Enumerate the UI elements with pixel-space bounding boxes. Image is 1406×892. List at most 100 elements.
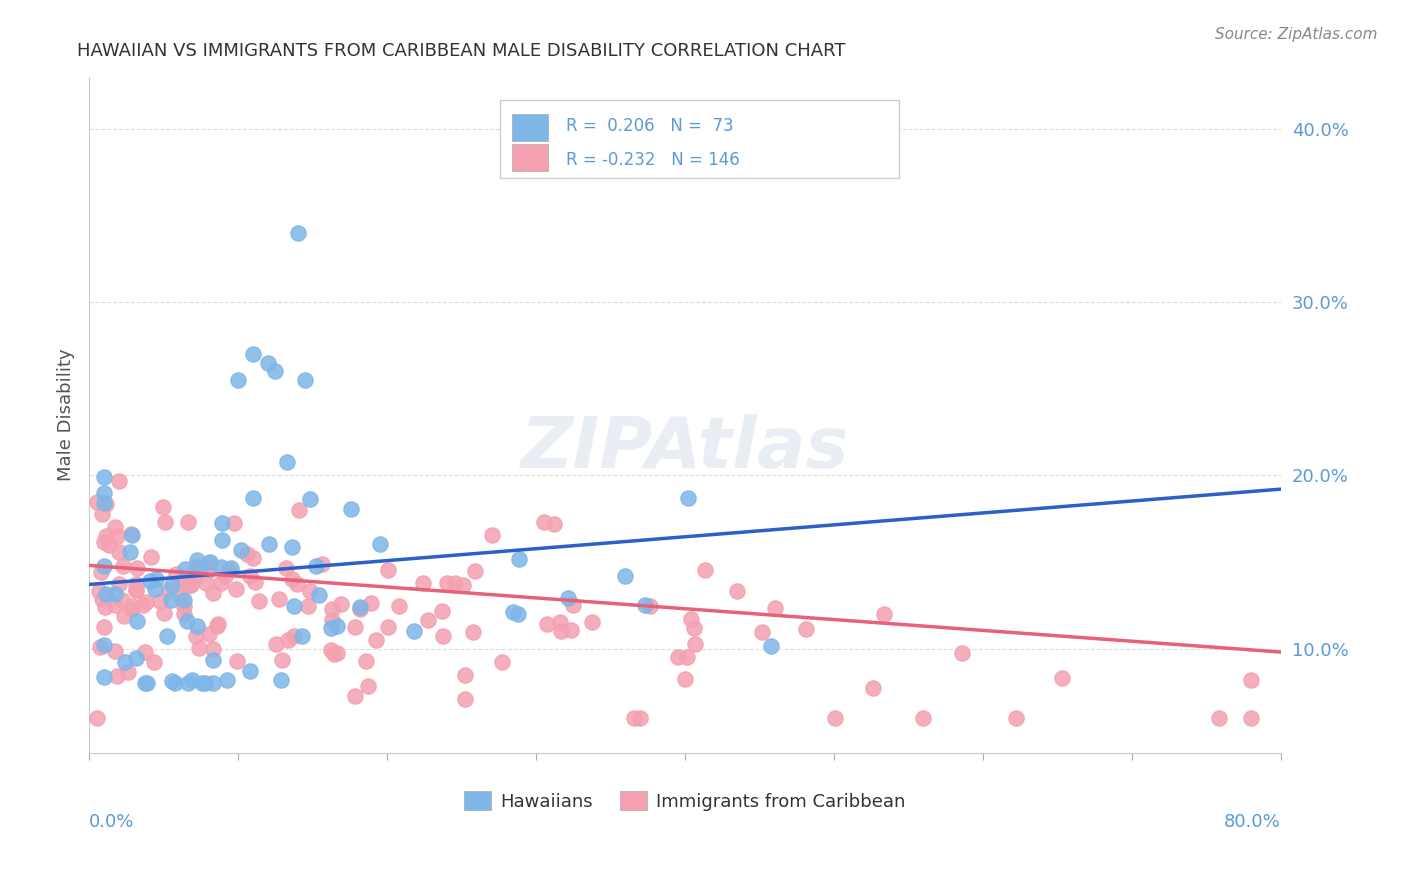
Immigrants from Caribbean [1004,711,1026,725]
Immigrants from Caribbean [543,517,565,532]
Hawaiians [145,572,167,586]
Immigrants from Caribbean [209,576,232,591]
Immigrants from Caribbean [97,538,120,552]
Hawaiians [186,619,208,633]
Immigrants from Caribbean [205,619,228,633]
Hawaiians [96,587,118,601]
Immigrants from Caribbean [436,575,458,590]
Immigrants from Caribbean [673,673,696,687]
Hawaiians [219,560,242,574]
Immigrants from Caribbean [127,561,149,575]
Hawaiians [93,558,115,573]
Hawaiians [121,528,143,542]
Hawaiians [298,491,321,506]
Immigrants from Caribbean [695,563,717,577]
Hawaiians [508,551,530,566]
Immigrants from Caribbean [326,647,349,661]
Y-axis label: Male Disability: Male Disability [58,348,75,481]
Hawaiians [93,496,115,510]
Immigrants from Caribbean [105,669,128,683]
Immigrants from Caribbean [184,558,207,573]
Immigrants from Caribbean [226,653,249,667]
Immigrants from Caribbean [581,615,603,630]
Text: 0.0%: 0.0% [89,814,135,831]
Immigrants from Caribbean [245,574,267,589]
Bar [512,145,548,171]
Hawaiians [761,639,783,653]
Immigrants from Caribbean [108,577,131,591]
Immigrants from Caribbean [111,559,134,574]
Legend: Hawaiians, Immigrants from Caribbean: Hawaiians, Immigrants from Caribbean [457,784,912,818]
Text: R =  0.206   N =  73: R = 0.206 N = 73 [565,117,734,135]
Immigrants from Caribbean [224,516,246,530]
Immigrants from Caribbean [464,564,486,578]
Immigrants from Caribbean [153,606,176,620]
Immigrants from Caribbean [153,515,176,529]
Immigrants from Caribbean [683,621,706,635]
Immigrants from Caribbean [134,645,156,659]
Hawaiians [270,673,292,687]
Immigrants from Caribbean [94,529,117,543]
Hawaiians [173,562,195,576]
Immigrants from Caribbean [283,629,305,643]
Hawaiians [134,676,156,690]
Hawaiians [202,653,225,667]
Immigrants from Caribbean [683,637,706,651]
Immigrants from Caribbean [681,612,703,626]
Immigrants from Caribbean [176,515,198,529]
Hawaiians [135,676,157,690]
Immigrants from Caribbean [94,497,117,511]
Immigrants from Caribbean [214,569,236,583]
Immigrants from Caribbean [322,647,344,661]
Text: HAWAIIAN VS IMMIGRANTS FROM CARIBBEAN MALE DISABILITY CORRELATION CHART: HAWAIIAN VS IMMIGRANTS FROM CARIBBEAN MA… [77,42,845,60]
Immigrants from Caribbean [184,571,207,585]
Hawaiians [186,553,208,567]
Immigrants from Caribbean [149,593,172,607]
Immigrants from Caribbean [86,711,108,725]
Hawaiians [264,364,287,378]
Hawaiians [156,629,179,643]
Text: Source: ZipAtlas.com: Source: ZipAtlas.com [1215,27,1378,42]
Hawaiians [191,676,214,690]
Hawaiians [159,592,181,607]
Immigrants from Caribbean [311,557,333,571]
Immigrants from Caribbean [432,629,454,643]
Immigrants from Caribbean [112,609,135,624]
Hawaiians [226,373,249,387]
Hawaiians [139,574,162,588]
Immigrants from Caribbean [548,615,571,629]
Hawaiians [125,651,148,665]
Immigrants from Caribbean [360,596,382,610]
Immigrants from Caribbean [207,616,229,631]
Hawaiians [163,676,186,690]
Immigrants from Caribbean [132,599,155,613]
Immigrants from Caribbean [217,562,239,576]
Hawaiians [209,559,232,574]
Immigrants from Caribbean [94,599,117,614]
Immigrants from Caribbean [120,527,142,541]
Immigrants from Caribbean [725,584,748,599]
Hawaiians [281,541,304,555]
Immigrants from Caribbean [236,548,259,562]
Hawaiians [93,638,115,652]
Hawaiians [177,676,200,690]
Hawaiians [93,470,115,484]
Immigrants from Caribbean [125,583,148,598]
Hawaiians [104,587,127,601]
Immigrants from Caribbean [911,711,934,725]
Immigrants from Caribbean [454,667,477,681]
Hawaiians [291,629,314,643]
Immigrants from Caribbean [668,649,690,664]
Immigrants from Caribbean [536,617,558,632]
Immigrants from Caribbean [562,598,585,612]
Hawaiians [634,599,657,613]
Immigrants from Caribbean [91,592,114,607]
Immigrants from Caribbean [453,691,475,706]
Hawaiians [118,545,141,559]
Immigrants from Caribbean [299,584,322,599]
Immigrants from Caribbean [125,576,148,591]
Immigrants from Caribbean [321,602,343,616]
Hawaiians [614,568,637,582]
Immigrants from Caribbean [377,620,399,634]
Hawaiians [125,615,148,629]
